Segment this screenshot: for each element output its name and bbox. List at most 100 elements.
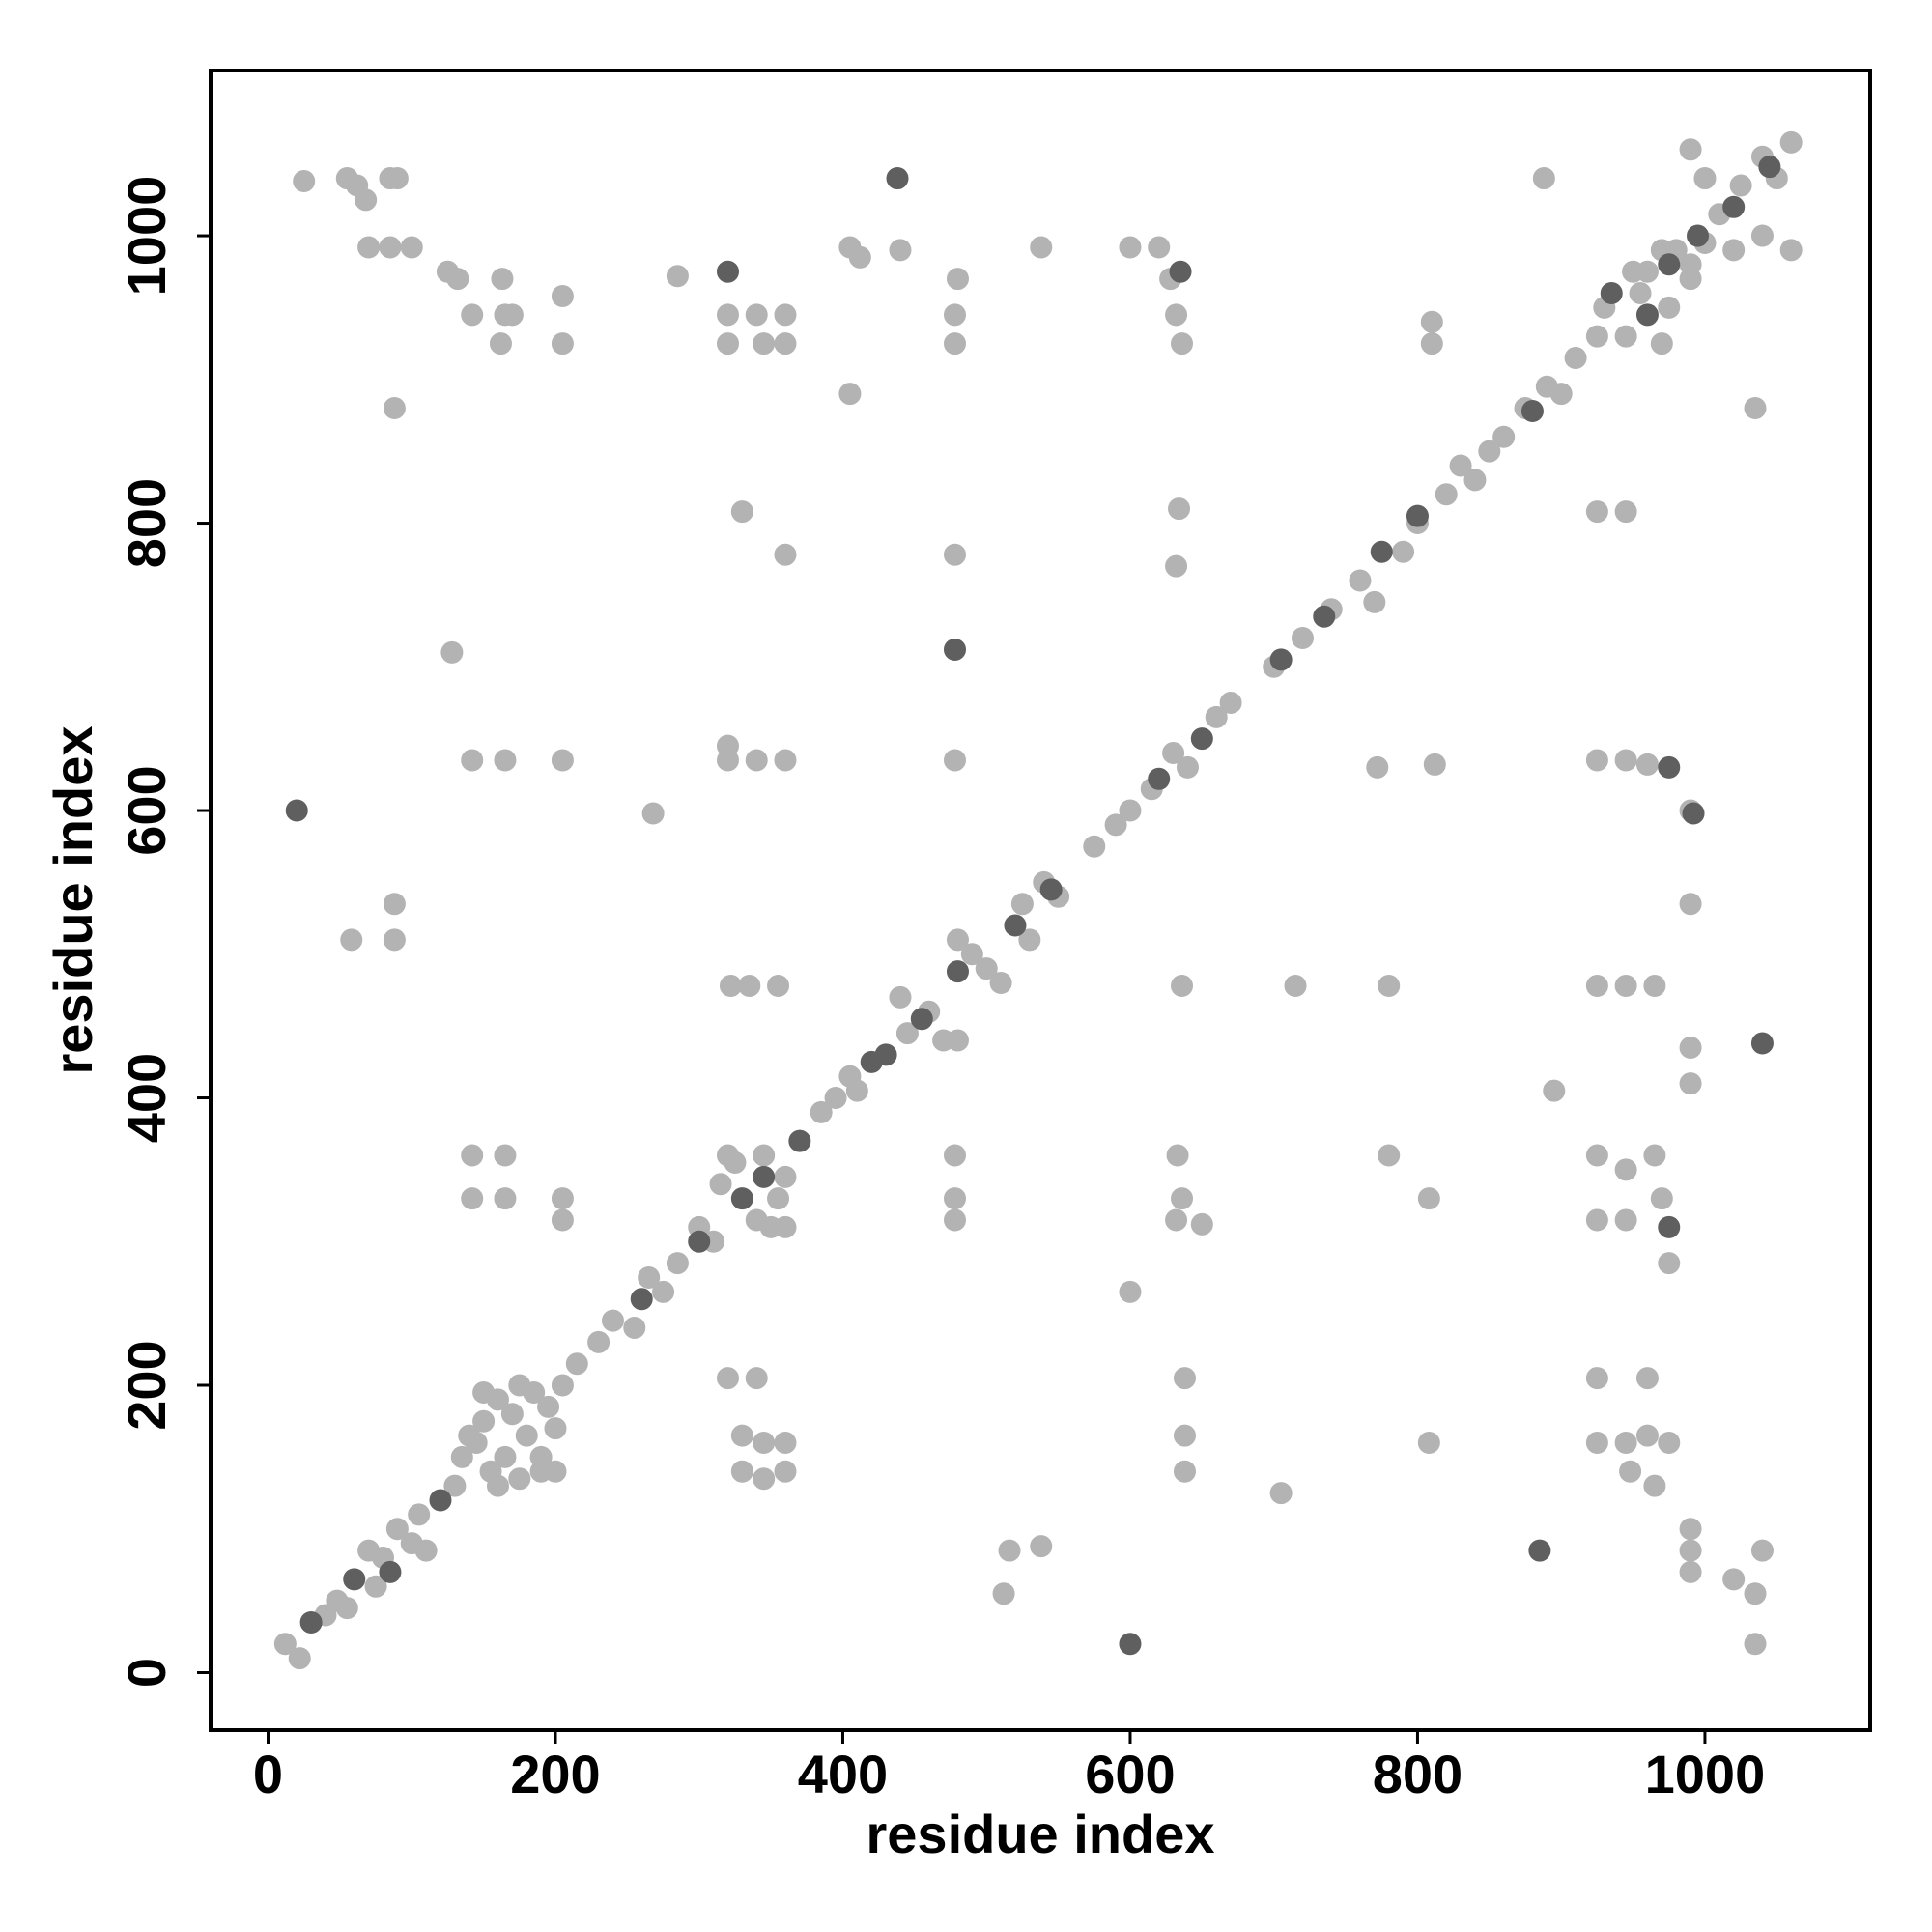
point: [357, 236, 381, 259]
point: [450, 1445, 473, 1468]
point: [1744, 1633, 1767, 1656]
point: [1378, 1144, 1401, 1167]
point: [641, 802, 665, 825]
point: [709, 1173, 732, 1196]
point: [753, 332, 776, 355]
point: [1420, 310, 1443, 333]
point: [1119, 1280, 1142, 1303]
point: [1614, 975, 1637, 998]
point: [838, 383, 862, 406]
point: [1585, 1208, 1608, 1232]
point: [1269, 648, 1293, 671]
point: [355, 188, 378, 212]
point: [943, 1208, 966, 1232]
point: [1729, 174, 1752, 197]
point: [1679, 893, 1702, 916]
point: [440, 640, 464, 664]
y-tick-label: 600: [116, 765, 177, 855]
point: [1173, 1367, 1196, 1390]
point: [1643, 1474, 1666, 1497]
point: [1614, 500, 1637, 524]
point: [491, 268, 514, 291]
point: [1119, 236, 1142, 259]
point: [1162, 742, 1185, 765]
point: [975, 957, 998, 980]
point: [1585, 749, 1608, 772]
point: [774, 749, 797, 772]
point: [1171, 332, 1194, 355]
point: [824, 1087, 847, 1110]
point: [1635, 1424, 1659, 1447]
point: [1750, 224, 1774, 247]
point: [1658, 253, 1681, 276]
point: [1750, 1539, 1774, 1562]
point: [1269, 1482, 1293, 1505]
point: [1693, 167, 1717, 190]
point: [335, 1597, 358, 1620]
point: [1679, 1518, 1702, 1541]
point: [1614, 1208, 1637, 1232]
point: [946, 928, 969, 952]
x-tick-label: 1000: [1645, 1744, 1766, 1804]
point: [730, 500, 753, 524]
point: [1758, 156, 1781, 179]
y-axis-label: residue index: [43, 725, 103, 1074]
point: [1205, 705, 1228, 728]
point: [1165, 303, 1188, 327]
point: [1679, 1560, 1702, 1583]
point: [774, 1432, 797, 1455]
point: [774, 332, 797, 355]
point: [364, 1575, 387, 1598]
point: [1010, 893, 1034, 916]
point: [943, 638, 966, 661]
point: [1492, 425, 1516, 448]
x-tick-label: 600: [1085, 1744, 1175, 1804]
point: [443, 1474, 467, 1497]
point: [273, 1633, 297, 1656]
point: [494, 1445, 517, 1468]
point: [383, 928, 406, 952]
point: [716, 260, 739, 283]
point: [551, 749, 574, 772]
point: [1532, 167, 1555, 190]
point: [910, 1008, 933, 1031]
point: [1658, 296, 1681, 319]
point: [767, 975, 790, 998]
point: [587, 1330, 611, 1353]
point: [1679, 1539, 1702, 1562]
point: [1622, 260, 1645, 283]
point: [1520, 400, 1544, 423]
point: [716, 749, 739, 772]
point: [551, 332, 574, 355]
point: [895, 1022, 919, 1045]
point: [544, 1417, 567, 1440]
point: [1423, 753, 1446, 776]
point: [1585, 1432, 1608, 1455]
point: [1030, 1535, 1053, 1558]
point: [551, 1187, 574, 1210]
point: [1600, 282, 1623, 305]
point: [1148, 767, 1171, 790]
point: [889, 239, 912, 262]
point: [400, 236, 423, 259]
point: [989, 972, 1012, 995]
point: [1779, 239, 1803, 262]
point: [1635, 1367, 1659, 1390]
point: [946, 960, 969, 983]
point: [1614, 1158, 1637, 1181]
point: [1219, 691, 1242, 714]
point: [1585, 325, 1608, 348]
point: [1679, 1036, 1702, 1059]
point: [960, 943, 983, 966]
point: [774, 543, 797, 566]
point: [745, 303, 768, 327]
point: [719, 975, 742, 998]
point: [414, 1539, 438, 1562]
point: [472, 1380, 496, 1404]
point: [500, 303, 524, 327]
point: [1658, 755, 1681, 779]
point: [408, 1503, 431, 1526]
x-tick-label: 400: [798, 1744, 888, 1804]
point: [1291, 627, 1314, 650]
point: [666, 265, 689, 288]
